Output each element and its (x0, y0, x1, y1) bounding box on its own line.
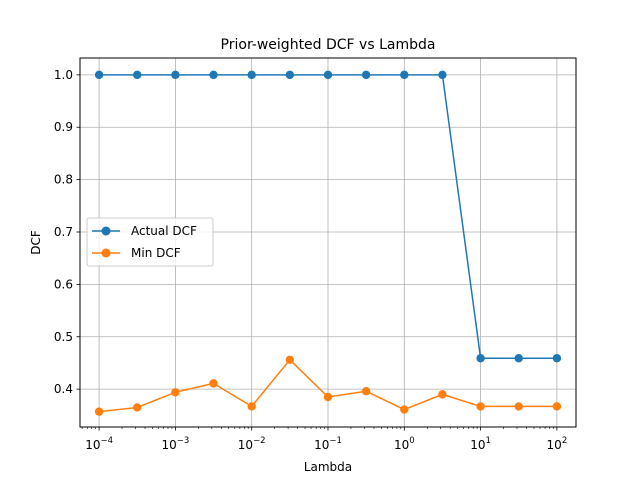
y-tick-label: 0.5 (54, 330, 73, 344)
x-tick-label: 10−1 (314, 436, 342, 452)
data-point-actual-dcf (476, 354, 485, 363)
data-point-min-dcf (514, 402, 523, 411)
y-tick-label: 1.0 (54, 68, 73, 82)
data-point-min-dcf (94, 407, 104, 416)
legend-label-min-dcf: Min DCF (131, 246, 181, 260)
y-tick-label: 0.6 (54, 277, 73, 291)
legend-label-actual-dcf: Actual DCF (131, 224, 197, 238)
y-axis-label: DCF (29, 230, 43, 255)
data-point-actual-dcf (171, 70, 180, 80)
legend-box (86, 217, 214, 267)
data-point-actual-dcf (133, 70, 142, 80)
data-point-actual-dcf (438, 70, 447, 80)
ticks: 10−4 10−3 10−2 10−1 100 101 102 0.4 0.5 0.6 0.7 0.8… (54, 68, 567, 452)
x-tick-label: 100 (394, 436, 415, 452)
chart-title: Prior-weighted DCF vs Lambda (221, 37, 436, 53)
x-tick-label: 10−4 (85, 436, 113, 452)
data-point-min-dcf (171, 388, 180, 397)
data-point-min-dcf (285, 355, 295, 364)
x-tick-label: 10−2 (238, 436, 266, 452)
legend-marker-min-dcf (101, 248, 111, 258)
data-point-actual-dcf (514, 354, 523, 363)
data-point-min-dcf (400, 405, 409, 414)
data-point-actual-dcf (361, 70, 371, 80)
data-point-actual-dcf (209, 70, 218, 80)
data-point-actual-dcf (323, 70, 333, 80)
data-point-actual-dcf (247, 70, 256, 80)
data-point-actual-dcf (400, 70, 409, 80)
data-point-min-dcf (209, 379, 218, 388)
data-point-min-dcf (438, 390, 447, 399)
legend-marker-actual-dcf (101, 226, 111, 236)
data-point-min-dcf (247, 402, 256, 411)
x-tick-label: 101 (470, 436, 491, 452)
y-tick-label: 0.9 (54, 120, 73, 134)
x-axis-label: Lambda (304, 460, 352, 474)
data-point-min-dcf (323, 392, 333, 402)
data-point-min-dcf (361, 387, 371, 396)
data-point-actual-dcf (94, 70, 104, 80)
data-point-actual-dcf (552, 354, 562, 363)
y-tick-label: 0.7 (54, 225, 73, 239)
data-point-min-dcf (133, 403, 142, 412)
x-tick-label: 10−3 (161, 436, 189, 452)
y-tick-label: 0.8 (54, 173, 73, 187)
data-point-actual-dcf (285, 70, 295, 80)
legend: Actual DCF Min DCF (86, 217, 214, 267)
x-tick-label: 102 (547, 436, 568, 452)
data-point-min-dcf (476, 402, 485, 411)
series-layer (94, 70, 562, 416)
y-tick-label: 0.4 (54, 382, 73, 396)
data-point-min-dcf (552, 402, 562, 411)
